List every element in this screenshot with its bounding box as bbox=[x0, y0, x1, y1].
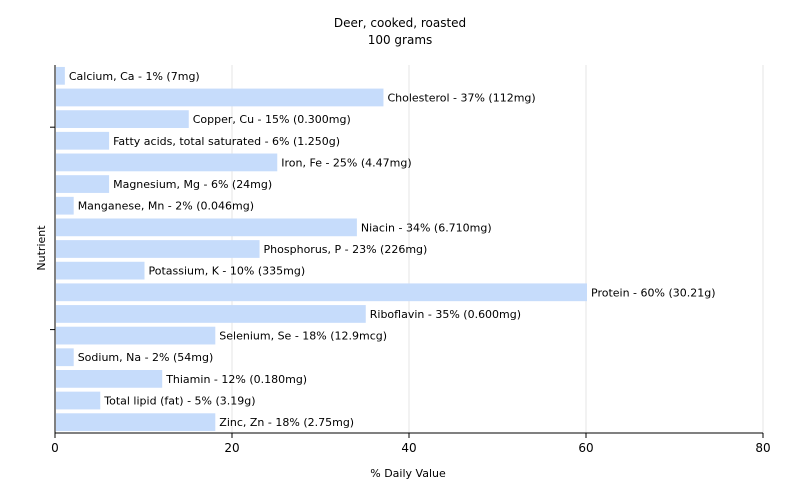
axes: 0 20 40 60 80 bbox=[50, 65, 771, 455]
bar-label: Thiamin - 12% (0.180mg) bbox=[165, 373, 307, 386]
bar bbox=[56, 66, 65, 85]
bar-label: Iron, Fe - 25% (4.47mg) bbox=[281, 156, 411, 169]
bar-label: Copper, Cu - 15% (0.300mg) bbox=[193, 113, 351, 126]
bar-label: Zinc, Zn - 18% (2.75mg) bbox=[219, 416, 354, 429]
bar-label: Niacin - 34% (6.710mg) bbox=[361, 221, 492, 234]
bar bbox=[56, 218, 357, 237]
bar bbox=[56, 326, 216, 345]
bar-label: Cholesterol - 37% (112mg) bbox=[387, 91, 535, 104]
bar-label: Sodium, Na - 2% (54mg) bbox=[78, 351, 214, 364]
bar bbox=[56, 110, 189, 128]
bars: Calcium, Ca - 1% (7mg) Cholesterol - 37% … bbox=[56, 66, 716, 432]
bar-label: Phosphorus, P - 23% (226mg) bbox=[264, 243, 428, 256]
bar bbox=[56, 175, 110, 193]
bar bbox=[56, 240, 260, 258]
bar bbox=[56, 305, 366, 323]
bar bbox=[56, 348, 74, 367]
bar-label: Total lipid (fat) - 5% (3.19g) bbox=[103, 395, 255, 408]
bar bbox=[56, 391, 101, 410]
bar-label: Potassium, K - 10% (335mg) bbox=[149, 265, 306, 278]
bar bbox=[56, 261, 145, 280]
x-tick-label: 60 bbox=[578, 441, 593, 455]
x-axis-label: % Daily Value bbox=[370, 467, 446, 480]
bar-label: Magnesium, Mg - 6% (24mg) bbox=[113, 178, 272, 191]
y-axis-label: Nutrient bbox=[35, 225, 48, 271]
bar-label: Manganese, Mn - 2% (0.046mg) bbox=[78, 200, 254, 213]
gridlines bbox=[231, 65, 764, 433]
bar-label: Selenium, Se - 18% (12.9mcg) bbox=[219, 330, 387, 343]
bar-label: Protein - 60% (30.21g) bbox=[591, 286, 716, 299]
bar-label: Fatty acids, total saturated - 6% (1.250… bbox=[113, 135, 340, 148]
chart-title: Deer, cooked, roasted bbox=[334, 16, 466, 30]
bar-label: Calcium, Ca - 1% (7mg) bbox=[69, 70, 200, 83]
bar bbox=[56, 283, 587, 302]
x-tick-label: 80 bbox=[755, 441, 770, 455]
x-tick-label: 20 bbox=[224, 441, 239, 455]
bar bbox=[56, 131, 110, 150]
bar bbox=[56, 370, 163, 388]
bar bbox=[56, 88, 384, 107]
x-tick-label: 40 bbox=[401, 441, 416, 455]
chart-subtitle: 100 grams bbox=[368, 33, 433, 47]
x-tick-label: 0 bbox=[51, 441, 59, 455]
bar bbox=[56, 413, 216, 432]
bar bbox=[56, 153, 278, 172]
bar bbox=[56, 196, 74, 215]
bar-label: Riboflavin - 35% (0.600mg) bbox=[370, 308, 521, 321]
